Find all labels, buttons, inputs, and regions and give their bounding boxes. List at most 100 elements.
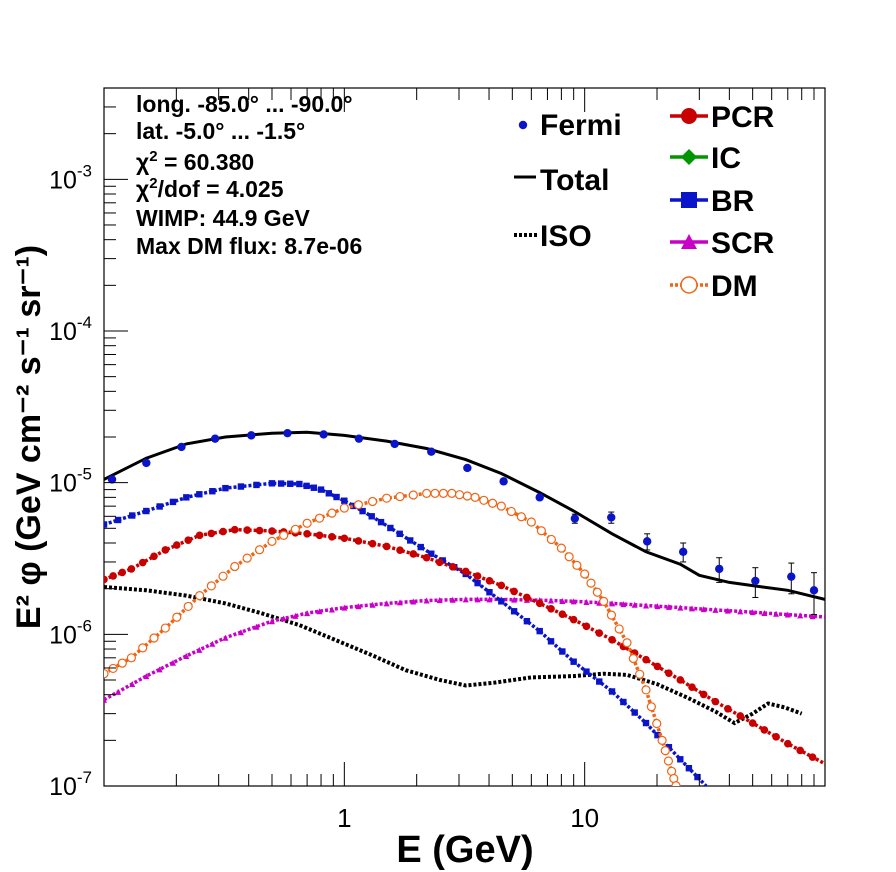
fermi-point [463,463,472,473]
fermi-point [177,442,186,452]
fermi-point [210,434,220,443]
marker-pcr [118,568,127,577]
legend-label: PCR [711,101,775,134]
marker-br [523,617,531,625]
marker-pcr [138,558,147,567]
annotation-line: long. -85.0° ... -90.0° [136,91,353,117]
marker-dm [126,653,136,663]
marker-scr [410,598,417,605]
series-markers-pcr [104,525,817,761]
marker-br [642,719,650,727]
fermi-point [678,547,688,557]
marker-br [359,507,366,515]
marker-pcr [409,550,418,558]
marker-pcr [724,704,732,713]
fermi-point [354,434,364,443]
fermi-point [107,475,117,484]
marker-scr [559,597,566,604]
marker-dm [564,552,574,562]
marker-scr [724,607,731,614]
marker-br [608,688,616,695]
series-scr [104,597,825,702]
marker-scr [237,629,244,636]
marker-dm [267,536,277,546]
marker-scr [620,601,627,608]
marker-br [377,518,385,526]
marker-br [665,744,673,751]
y-tick-label: 10-3 [49,161,92,194]
marker-pcr [485,576,494,585]
marker-pcr [808,753,817,761]
marker-dm [487,498,498,508]
marker-br [277,480,285,487]
marker-scr [209,640,216,647]
marker-scr [737,608,744,615]
y-tick-label: 10-6 [49,616,92,649]
fermi-point [642,537,652,546]
x-tick-label: 1 [337,803,351,833]
marker-br [596,678,603,685]
fermi-point [715,564,724,574]
marker-pcr [547,604,555,613]
legend-label: IC [711,142,741,175]
marker-dm [506,506,516,517]
fermi-point [142,458,151,468]
annotation-line: Max DM flux: 8.7e-06 [136,233,362,259]
marker-br [104,521,108,528]
marker-br [341,497,348,504]
marker-br [570,658,577,665]
marker-pcr [699,690,708,699]
marker-br [183,494,190,501]
marker-dm [470,492,480,502]
marker-pcr [558,610,567,619]
marker-scr [700,606,707,613]
y-tick-label: 10-4 [49,313,92,346]
marker-dm [556,543,566,553]
marker-scr [797,612,804,619]
marker-pcr [796,746,804,755]
marker-dm [117,658,127,668]
marker-scr [631,601,638,608]
marker-br [114,516,122,524]
series-layer [104,428,825,786]
marker-dm [580,569,590,579]
fermi-point [535,493,544,502]
marker-dm [314,513,325,523]
fermi-point [319,430,328,439]
marker-pcr [448,563,457,571]
legend-item-br: BR [670,185,755,218]
marker-dm [447,488,457,498]
marker-scr [115,688,122,695]
y-tick-label: 10-5 [49,465,92,498]
marker-scr [761,609,768,616]
marker-br [694,773,701,781]
marker-pcr [219,527,227,536]
marker-br [387,524,394,532]
legend-label: ISO [540,220,592,253]
marker-scr [712,606,719,613]
marker-scr [104,696,107,703]
marker-pcr [760,726,769,734]
legend-marker [680,276,698,294]
marker-br [209,488,216,495]
marker-dm [254,545,265,555]
marker-pcr [473,572,482,580]
marker-scr [369,601,376,608]
marker-pcr [340,534,349,543]
marker-scr [169,659,176,666]
marker-br [268,480,276,487]
y-axis-title: E² φ (GeV cm⁻² s⁻¹ sr⁻¹) [10,245,48,629]
fermi-point [427,447,436,456]
marker-pcr [195,531,204,540]
marker-br [486,589,493,596]
marker-dm [138,643,148,653]
series-dm [104,491,678,786]
legend-item-pcr: PCR [670,101,775,134]
marker-pcr [510,587,518,596]
fermi-point [247,431,256,440]
marker-br [474,579,481,587]
marker-br [317,486,325,493]
fermi-point [499,477,508,486]
fermi-point [787,572,796,581]
marker-pcr [150,552,158,561]
